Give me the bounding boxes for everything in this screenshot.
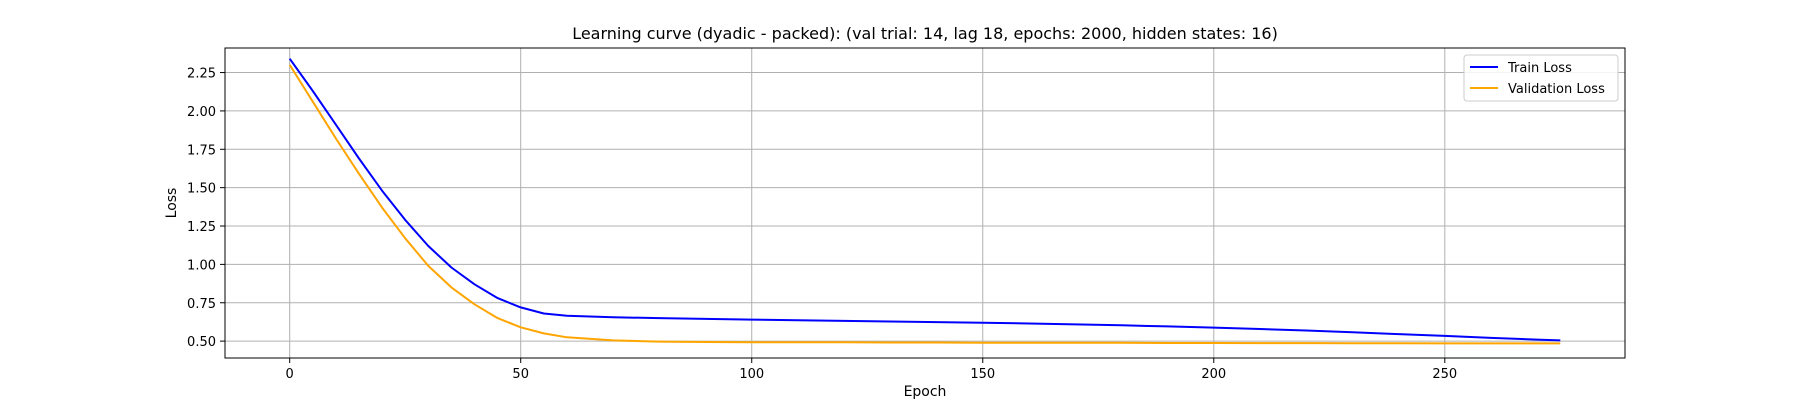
x-tick-label: 100: [739, 367, 764, 382]
grid-lines: [225, 48, 1625, 358]
axis-ticks: 0 50 100 150 200 250 0.50 0.75 1.00 1.25 1.50 1.75 2…: [187, 67, 1457, 382]
y-tick-label: 2.00: [187, 105, 216, 120]
y-tick-label: 1.00: [187, 258, 216, 273]
y-tick-label: 1.75: [187, 143, 216, 158]
plot-frame: [224, 47, 1626, 359]
chart-title: Learning curve (dyadic - packed): (val t…: [572, 24, 1278, 43]
x-tick-label: 150: [970, 367, 995, 382]
legend: Train Loss Validation Loss: [1463, 54, 1619, 102]
y-tick-label: 0.75: [187, 297, 216, 312]
y-tick-label: 1.25: [187, 220, 216, 235]
y-tick-label: 1.50: [187, 182, 216, 197]
x-tick-label: 250: [1432, 367, 1457, 382]
series-line-validation-loss: [288, 64, 1561, 345]
x-axis-label: Epoch: [904, 384, 947, 400]
x-tick-label: 50: [512, 367, 529, 382]
series-lines: [288, 58, 1561, 345]
legend-box: [1463, 54, 1619, 102]
series-line-train-loss: [288, 58, 1561, 342]
x-tick-label: 200: [1201, 367, 1226, 382]
legend-label-validation-loss: Validation Loss: [1508, 82, 1605, 97]
x-tick-label: 0: [286, 367, 294, 382]
y-tick-label: 2.25: [187, 67, 216, 82]
legend-label-train-loss: Train Loss: [1507, 61, 1572, 76]
y-tick-label: 0.50: [187, 335, 216, 350]
y-axis-label: Loss: [164, 188, 180, 219]
